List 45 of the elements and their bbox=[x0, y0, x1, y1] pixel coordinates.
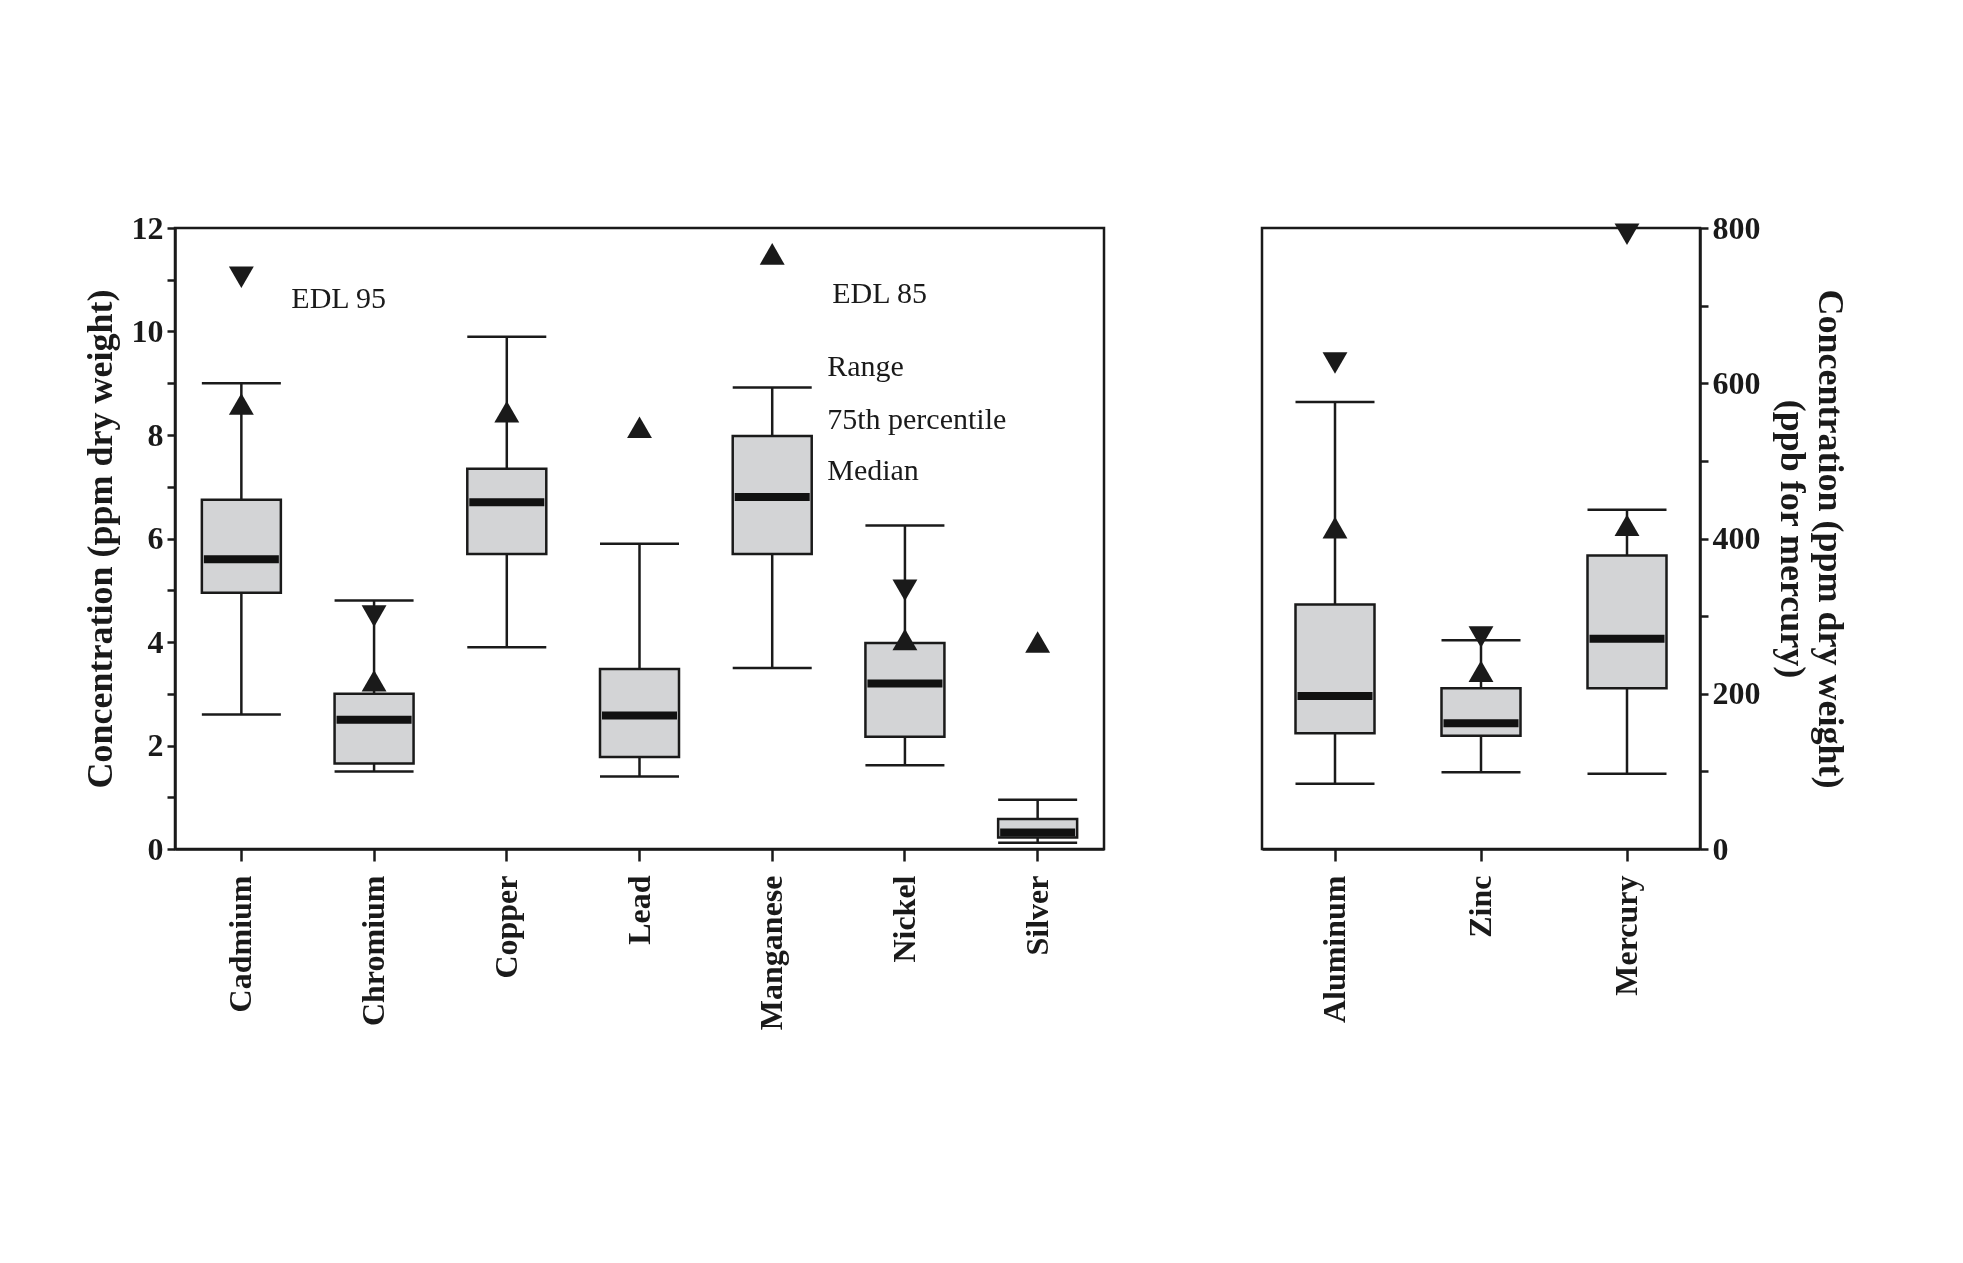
x-tick-label: Zinc bbox=[1462, 875, 1498, 938]
y-axis-title: Concentration (ppm dry weight) bbox=[79, 289, 120, 789]
point bbox=[361, 605, 387, 627]
point bbox=[1322, 516, 1348, 539]
y2-tick-label: 800 bbox=[1712, 209, 1761, 246]
x-tick-label: Chromium bbox=[355, 875, 392, 1027]
y-tick-label: 0 bbox=[147, 830, 164, 867]
point bbox=[892, 579, 918, 602]
annotation: EDL 95 bbox=[291, 281, 387, 315]
x-tick-label: Nickel bbox=[885, 875, 922, 963]
annotation: 75th percentile bbox=[827, 402, 1007, 436]
y2-axis-title: Concentration (ppm dry weight) (ppb for mercury) bbox=[1772, 289, 1851, 789]
point bbox=[1468, 660, 1494, 683]
point bbox=[1025, 631, 1051, 653]
point bbox=[228, 393, 254, 415]
annotation: Range bbox=[827, 349, 904, 383]
point bbox=[228, 266, 254, 288]
point bbox=[627, 416, 652, 439]
point bbox=[1614, 514, 1640, 537]
y2-tick-label: 600 bbox=[1712, 364, 1761, 401]
x-tick-label: Manganese bbox=[753, 875, 790, 1031]
x-tick-label: Lead bbox=[620, 875, 657, 945]
point bbox=[759, 243, 785, 265]
annotation: EDL 85 bbox=[832, 275, 927, 309]
point bbox=[361, 670, 387, 692]
point bbox=[1468, 626, 1494, 648]
y-tick-label: 4 bbox=[147, 623, 164, 660]
x-tick-label: Silver bbox=[1018, 875, 1055, 956]
y2-tick-label: 0 bbox=[1712, 830, 1729, 867]
y-tick-label: 6 bbox=[147, 520, 164, 556]
point bbox=[494, 400, 520, 423]
point bbox=[892, 628, 918, 651]
y2-tick-label: 200 bbox=[1712, 675, 1761, 712]
y-tick-label: 12 bbox=[131, 209, 164, 246]
point bbox=[1322, 352, 1348, 374]
x-tick-label: Mercury bbox=[1608, 875, 1644, 996]
x-tick-label: Aluminum bbox=[1316, 875, 1352, 1024]
annotation: Median bbox=[827, 453, 919, 487]
y-tick-label: 10 bbox=[131, 313, 164, 349]
y-tick-label: 8 bbox=[147, 416, 164, 453]
point bbox=[1614, 223, 1640, 245]
x-tick-label: Cadmium bbox=[222, 875, 259, 1013]
y-tick-label: 2 bbox=[147, 727, 164, 763]
y2-tick-label: 400 bbox=[1712, 520, 1761, 556]
x-tick-label: Copper bbox=[487, 875, 524, 979]
